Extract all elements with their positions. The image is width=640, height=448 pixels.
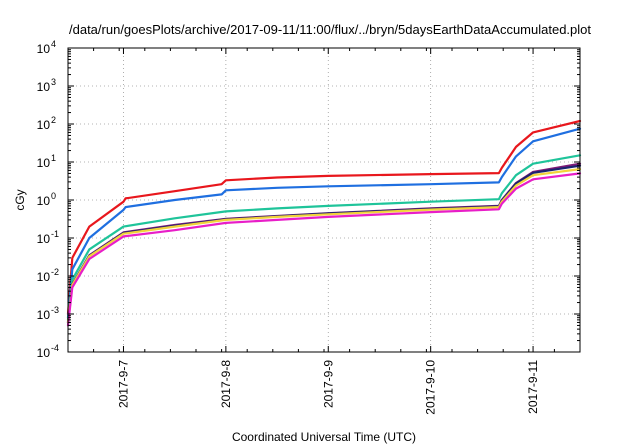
y-tick-exponent: 1	[51, 153, 56, 163]
x-tick-label: 2017-9-9	[321, 360, 335, 408]
y-tick-label: 10	[37, 232, 51, 246]
ticks	[67, 47, 581, 353]
series-line-7	[66, 172, 582, 327]
y-tick-label: 10	[37, 308, 51, 322]
y-axis-label: cGy	[13, 189, 27, 210]
y-tick-label: 10	[37, 270, 51, 284]
series-line-2	[66, 127, 582, 319]
chart-title: /data/run/goesPlots/archive/2017-09-11/1…	[69, 22, 591, 37]
y-tick-label: 10	[37, 80, 51, 94]
series-line-5	[66, 164, 582, 324]
y-tick-exponent: 0	[51, 191, 56, 201]
y-tick-label: 10	[37, 156, 51, 170]
y-tick-label: 10	[37, 346, 51, 360]
y-tick-exponent: -1	[51, 229, 59, 239]
y-tick-exponent: -3	[51, 305, 59, 315]
y-tick-exponent: -4	[51, 343, 59, 353]
y-tick-label: 10	[37, 194, 51, 208]
x-tick-labels: 2017-9-7 2017-9-8 2017-9-9 2017-9-10 2017-9-…	[116, 360, 540, 415]
y-tick-label: 10	[37, 42, 51, 56]
series-layer	[66, 119, 582, 327]
series-line-6	[66, 168, 582, 324]
y-tick-exponent: 3	[51, 77, 56, 87]
x-axis-label: Coordinated Universal Time (UTC)	[232, 430, 416, 444]
x-tick-label: 2017-9-10	[424, 360, 438, 415]
y-tick-exponent: 2	[51, 115, 56, 125]
series-line-3	[66, 154, 582, 321]
y-tick-exponent: -2	[51, 267, 59, 277]
x-tick-label: 2017-9-11	[526, 360, 540, 414]
x-tick-label: 2017-9-8	[219, 360, 233, 408]
series-line-1	[66, 119, 582, 316]
y-tick-label: 10	[37, 118, 51, 132]
x-tick-label: 2017-9-7	[116, 360, 130, 408]
y-tick-exponent: 4	[51, 39, 56, 49]
